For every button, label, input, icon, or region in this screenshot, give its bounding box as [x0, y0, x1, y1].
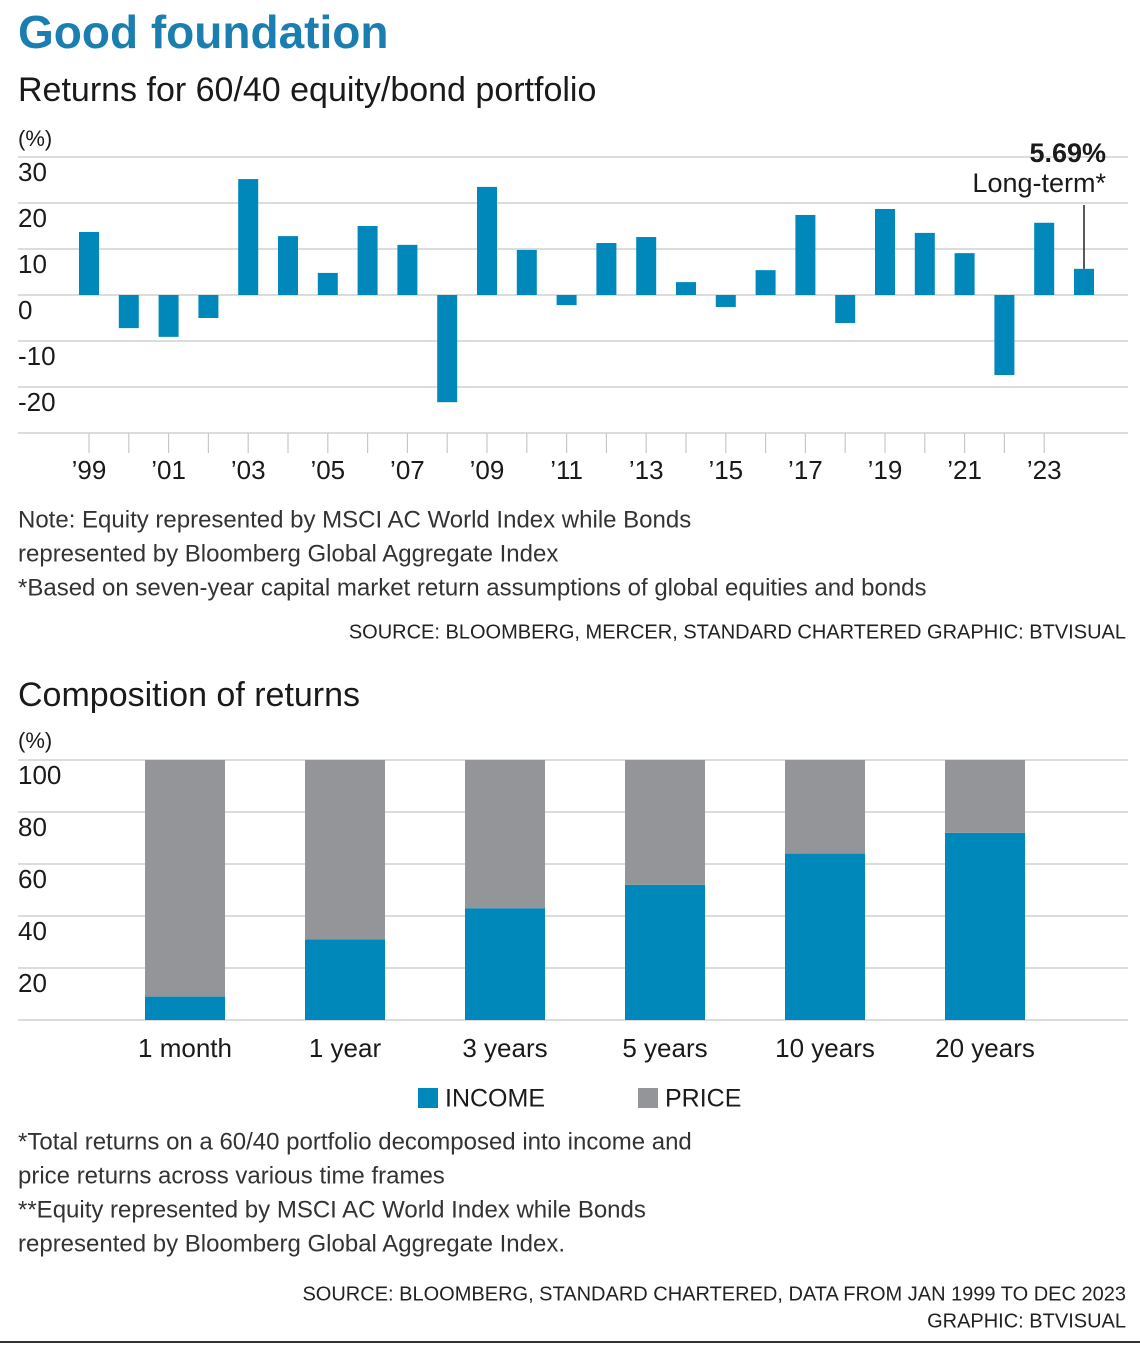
- bar: [1034, 222, 1055, 295]
- bar: [118, 295, 139, 329]
- bar-segment: [625, 760, 705, 885]
- bar-segment: [305, 939, 385, 1020]
- y-tick-label: 10: [18, 249, 47, 279]
- legend-label: INCOME: [445, 1085, 545, 1113]
- x-tick-label: 10 years: [775, 1033, 875, 1063]
- x-tick-label: ’19: [868, 455, 903, 485]
- bar-segment: [945, 760, 1025, 833]
- bar: [835, 295, 856, 324]
- chart-title: Composition of returns: [18, 676, 360, 714]
- source: GRAPHIC: BTVISUAL: [927, 1310, 1126, 1332]
- bar-segment: [785, 853, 865, 1020]
- bar: [477, 186, 497, 295]
- x-tick-label: ’03: [231, 455, 266, 485]
- chart-title: Returns for 60/40 equity/bond portfolio: [18, 71, 596, 109]
- y-tick-label: 100: [18, 760, 61, 790]
- y-tick-label: -20: [18, 387, 56, 417]
- bar: [278, 236, 298, 295]
- bar-segment: [465, 760, 545, 909]
- x-tick-label: ’15: [708, 455, 743, 485]
- x-tick-label: 1 year: [309, 1033, 382, 1063]
- bar: [158, 295, 179, 337]
- note: **Equity represented by MSCI AC World In…: [18, 1196, 646, 1223]
- x-tick-label: ’21: [947, 455, 982, 485]
- bar: [238, 179, 259, 295]
- y-tick-label: 40: [18, 916, 47, 946]
- x-tick-label: ’23: [1027, 455, 1062, 485]
- note: Note: Equity represented by MSCI AC Worl…: [18, 506, 691, 533]
- bar: [516, 249, 537, 295]
- bar: [596, 243, 617, 295]
- x-tick-label: 3 years: [462, 1033, 547, 1063]
- bar: [198, 295, 219, 318]
- bar: [755, 270, 776, 295]
- bar: [875, 208, 895, 295]
- legend-swatch: [418, 1088, 438, 1108]
- x-tick-label: ’13: [629, 455, 664, 485]
- bar-segment: [625, 884, 705, 1020]
- value-label: 5.69%: [1029, 138, 1106, 168]
- y-tick-label: 30: [18, 157, 47, 187]
- bar: [317, 272, 338, 295]
- bar-segment: [785, 760, 865, 854]
- y-tick-label: 20: [18, 203, 47, 233]
- y-tick-label: 60: [18, 864, 47, 894]
- annotation: Long-term*: [972, 168, 1106, 198]
- bar: [795, 214, 816, 295]
- y-axis-label: (%): [18, 728, 52, 753]
- bar: [954, 253, 975, 295]
- bar: [914, 232, 935, 295]
- bar-segment: [465, 908, 545, 1020]
- x-tick-label: ’05: [310, 455, 345, 485]
- y-axis-label: (%): [18, 126, 52, 151]
- x-tick-label: ’99: [72, 455, 107, 485]
- note: *Total returns on a 60/40 portfolio deco…: [18, 1128, 692, 1155]
- bar: [994, 295, 1015, 376]
- bar: [79, 231, 99, 295]
- bar: [1074, 268, 1094, 295]
- y-tick-label: 0: [18, 295, 32, 325]
- x-tick-label: ’11: [550, 455, 583, 485]
- bar: [397, 244, 418, 295]
- x-tick-label: ’17: [788, 455, 823, 485]
- source: SOURCE: BLOOMBERG, STANDARD CHARTERED, D…: [302, 1283, 1126, 1305]
- bar-segment: [945, 832, 1025, 1020]
- legend-label: PRICE: [665, 1085, 741, 1113]
- bar: [636, 237, 657, 295]
- x-tick-label: 1 month: [138, 1033, 232, 1063]
- bar-segment: [145, 760, 225, 997]
- legend-swatch: [638, 1088, 658, 1108]
- bar: [676, 282, 696, 295]
- bar: [715, 295, 736, 307]
- x-tick-label: 5 years: [622, 1033, 707, 1063]
- x-tick-label: ’01: [151, 455, 186, 485]
- bar-segment: [305, 760, 385, 940]
- note: *Based on seven-year capital market retu…: [18, 574, 927, 601]
- x-tick-label: 20 years: [935, 1033, 1035, 1063]
- note: price returns across various time frames: [18, 1162, 445, 1189]
- bar-segment: [145, 996, 225, 1020]
- x-tick-label: ’09: [470, 455, 505, 485]
- headline: Good foundation: [18, 6, 388, 58]
- bar: [556, 295, 577, 306]
- source: SOURCE: BLOOMBERG, MERCER, STANDARD CHAR…: [349, 621, 1126, 643]
- note: represented by Bloomberg Global Aggregat…: [18, 1230, 565, 1257]
- bar: [357, 226, 378, 295]
- y-tick-label: -10: [18, 341, 56, 371]
- y-tick-label: 20: [18, 968, 47, 998]
- y-tick-label: 80: [18, 812, 47, 842]
- x-tick-label: ’07: [390, 455, 425, 485]
- note: represented by Bloomberg Global Aggregat…: [18, 540, 558, 567]
- bar: [437, 295, 458, 403]
